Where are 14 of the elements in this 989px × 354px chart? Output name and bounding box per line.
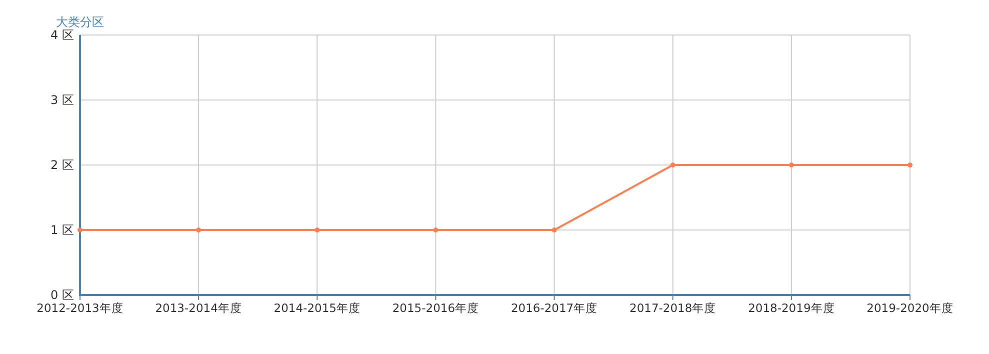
x-tick-label: 2012-2013年度 bbox=[36, 301, 124, 315]
y-axis-title: 大类分区 bbox=[56, 15, 104, 29]
y-tick-label: 4 区 bbox=[50, 28, 74, 42]
y-tick-label: 0 区 bbox=[50, 288, 74, 302]
y-tick-label: 2 区 bbox=[50, 158, 74, 172]
x-tick-label: 2015-2016年度 bbox=[392, 301, 480, 315]
x-tick-label: 2019-2020年度 bbox=[866, 301, 954, 315]
y-tick-label: 3 区 bbox=[50, 93, 74, 107]
x-tick-label: 2013-2014年度 bbox=[155, 301, 242, 315]
x-tick-label: 2014-2015年度 bbox=[274, 301, 360, 315]
x-tick-label: 2016-2017年度 bbox=[510, 301, 598, 315]
y-tick-label: 1 区 bbox=[50, 223, 74, 237]
x-tick-label: 2017-2018年度 bbox=[630, 301, 716, 315]
x-tick-label: 2018-2019年度 bbox=[748, 301, 835, 315]
